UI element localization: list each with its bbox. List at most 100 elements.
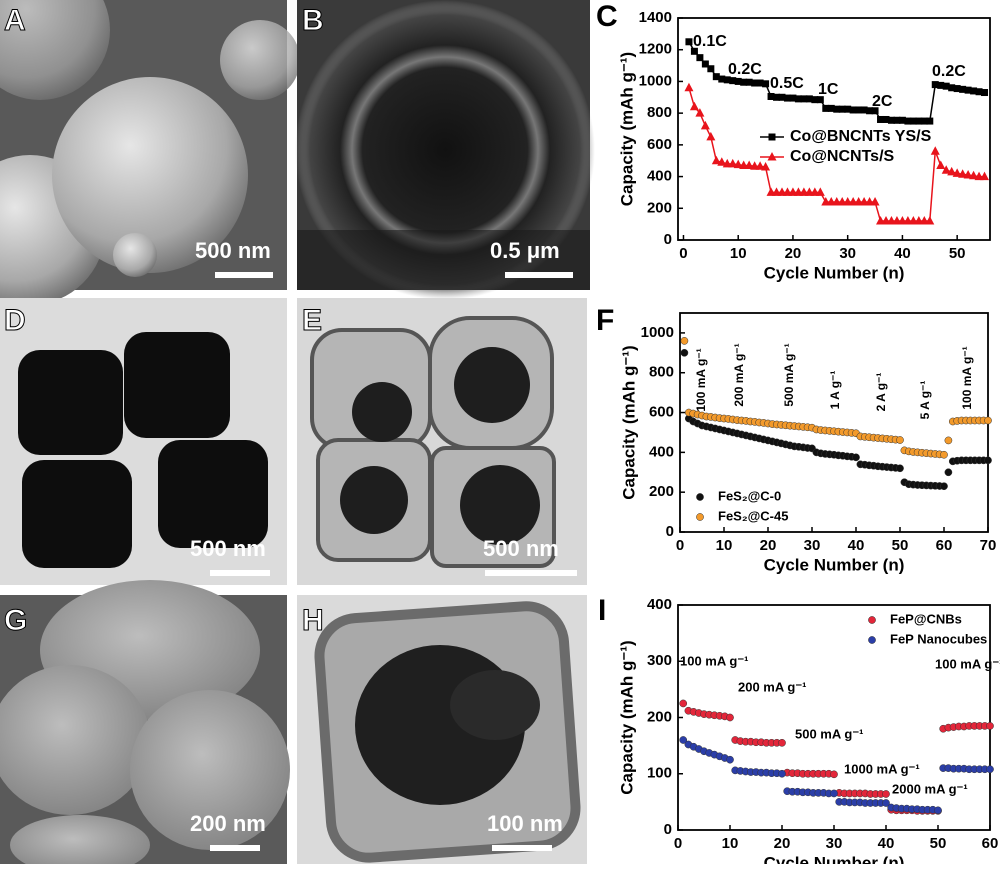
legend-label: FeP Nanocubes <box>890 631 987 646</box>
y-tick-label: 200 <box>649 483 674 500</box>
y-tick-label: 1200 <box>639 41 672 58</box>
annotation: 0.2C <box>728 61 762 78</box>
micrograph-g <box>0 580 290 869</box>
x-axis-title: Cycle Number (n) <box>764 555 905 574</box>
marker <box>827 104 835 112</box>
legend-marker <box>868 616 876 624</box>
marker <box>684 82 694 92</box>
x-tick-label: 0 <box>676 537 684 554</box>
marker <box>700 120 710 130</box>
marker <box>948 84 956 92</box>
y-tick-label: 400 <box>647 596 672 613</box>
marker <box>871 107 879 115</box>
x-tick-label: 50 <box>949 245 966 262</box>
marker <box>849 106 857 114</box>
marker <box>975 88 983 96</box>
y-tick-label: 1000 <box>641 324 674 341</box>
legend-label: FeP@CNBs <box>890 611 962 626</box>
marker <box>767 92 775 100</box>
annotation: 0.5C <box>770 75 804 92</box>
marker <box>778 738 786 747</box>
chart: I 0 100 200 300 400 0 10 20 30 40 50 60 Cycle Number … <box>598 594 1000 869</box>
marker <box>734 77 742 85</box>
chart-label: C <box>596 0 618 33</box>
panel-label: G <box>4 604 27 637</box>
annotation: 100 mA g⁻¹ <box>694 348 708 411</box>
legend-label: FeS₂@C-0 <box>718 488 781 503</box>
marker <box>860 106 868 114</box>
annotation: 100 mA g⁻¹ <box>680 653 749 668</box>
x-tick-label: 10 <box>716 537 733 554</box>
x-tick-label: 20 <box>774 835 791 852</box>
marker <box>969 170 979 180</box>
marker <box>830 789 838 798</box>
marker <box>925 215 935 225</box>
marker <box>744 160 754 169</box>
marker <box>953 85 961 93</box>
x-tick-label: 10 <box>730 245 747 262</box>
marker <box>830 770 838 779</box>
marker <box>877 115 885 123</box>
annotation: 1C <box>818 81 839 98</box>
x-tick-label: 40 <box>878 835 895 852</box>
marker <box>811 96 819 104</box>
marker <box>680 348 689 357</box>
x-tick-label: 30 <box>804 537 821 554</box>
scale-label: 500 nm <box>483 536 559 561</box>
micrograph-h <box>297 595 587 864</box>
annotation: 100 mA g⁻¹ <box>960 346 974 409</box>
x-tick-label: 40 <box>848 537 865 554</box>
marker <box>680 337 689 345</box>
marker <box>870 196 880 206</box>
marker <box>745 78 753 86</box>
chart-label: I <box>598 594 606 627</box>
y-tick-label: 1000 <box>639 72 672 89</box>
marker <box>952 168 962 177</box>
micrograph-a <box>0 0 300 305</box>
marker <box>822 104 830 112</box>
marker <box>986 722 994 730</box>
y-tick-label: 200 <box>647 199 672 216</box>
marker <box>711 155 721 165</box>
marker <box>981 89 989 97</box>
marker <box>852 453 860 462</box>
marker <box>762 80 770 88</box>
marker <box>794 95 802 103</box>
marker <box>947 166 957 176</box>
marker <box>695 108 705 117</box>
y-tick-label: 400 <box>647 168 672 185</box>
y-tick-label: 0 <box>666 523 674 540</box>
annotation: 200 mA g⁻¹ <box>738 679 807 694</box>
marker <box>756 79 764 87</box>
x-tick-label: 50 <box>892 537 909 554</box>
panel-label: E <box>302 304 322 337</box>
y-axis-title: Capacity (mAh g⁻¹) <box>617 640 636 794</box>
chart: F 0 200 400 600 800 1000 0 10 20 30 40 50 60 70 Cycle N… <box>596 304 996 575</box>
marker <box>726 713 734 722</box>
annotation: 2000 mA g⁻¹ <box>892 781 968 796</box>
legend-label: Co@NCNTs/S <box>790 148 895 165</box>
marker <box>726 755 734 764</box>
marker <box>896 464 904 473</box>
y-tick-label: 600 <box>649 404 674 421</box>
marker <box>931 81 939 89</box>
marker <box>882 790 890 798</box>
marker <box>930 146 940 155</box>
legend-marker <box>696 493 704 501</box>
y-tick-label: 0 <box>664 821 672 838</box>
y-tick-label: 400 <box>649 443 674 460</box>
annotation: 200 mA g⁻¹ <box>732 343 746 406</box>
annotation: 1000 mA g⁻¹ <box>844 761 920 776</box>
marker <box>984 456 992 465</box>
annotation: 100 mA g⁻¹ <box>935 656 1000 671</box>
x-tick-label: 60 <box>936 537 953 554</box>
x-tick-label: 60 <box>982 835 999 852</box>
marker <box>689 101 699 111</box>
micrograph-d <box>0 298 287 585</box>
marker <box>733 159 743 169</box>
marker <box>964 86 972 94</box>
marker <box>942 82 950 90</box>
marker <box>934 806 942 815</box>
marker <box>980 171 990 181</box>
annotation: 2C <box>872 93 893 110</box>
